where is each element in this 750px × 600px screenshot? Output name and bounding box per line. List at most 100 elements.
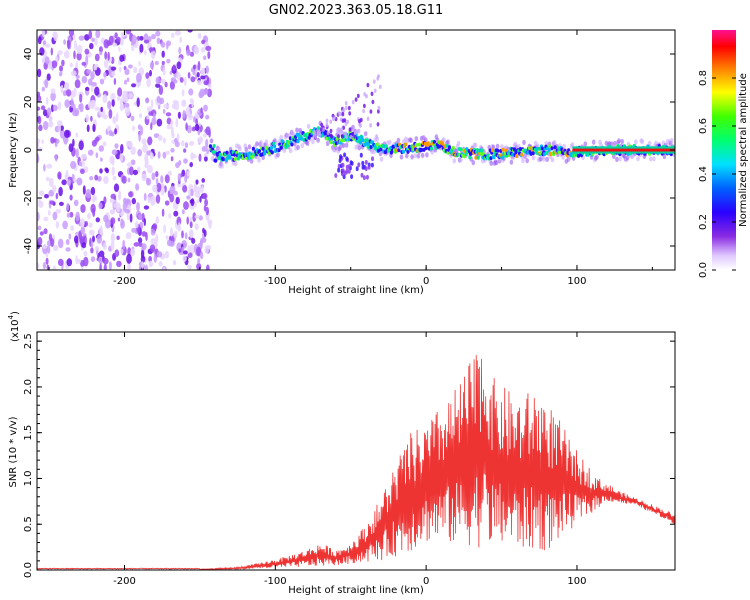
spectrogram-y-axis-label: Frequency (Hz) <box>8 112 19 188</box>
noise-blob <box>175 196 180 205</box>
signal-spray <box>366 82 370 88</box>
noise-blob <box>166 117 172 125</box>
noise-blob <box>156 37 161 45</box>
noise-blob <box>193 45 200 55</box>
noise-blob <box>98 250 105 258</box>
noise-blob <box>195 179 199 185</box>
noise-blob <box>70 90 75 100</box>
noise-blob <box>150 122 153 131</box>
x-tick-label: -100 <box>264 276 287 287</box>
signal-spray <box>371 156 374 162</box>
noise-blob <box>130 248 136 257</box>
noise-blob <box>165 235 169 240</box>
noise-blob <box>194 123 200 132</box>
noise-blob <box>92 123 96 133</box>
signal-spray <box>359 152 363 158</box>
signal-spray <box>354 97 358 102</box>
noise-blob <box>208 84 212 90</box>
signal-halo <box>296 144 300 150</box>
y-tick-label: 0.5 <box>23 516 34 532</box>
signal-core <box>208 144 213 149</box>
y-tick-label: 40 <box>23 48 34 61</box>
noise-blob <box>83 256 89 267</box>
noise-blob <box>155 216 160 224</box>
noise-blob <box>167 170 172 176</box>
noise-blob <box>118 46 121 52</box>
noise-blob <box>132 125 136 132</box>
noise-blob <box>65 169 69 178</box>
noise-blob <box>177 173 182 182</box>
noise-blob <box>111 149 118 156</box>
signal-core <box>257 149 262 153</box>
noise-blob <box>47 209 51 216</box>
noise-blob <box>87 149 94 156</box>
noise-blob <box>190 204 195 210</box>
noise-blob <box>178 47 182 55</box>
noise-blob <box>203 205 207 212</box>
noise-blob <box>173 210 179 217</box>
signal-spray <box>355 166 359 172</box>
noise-blob <box>80 204 86 213</box>
noise-blob <box>201 67 206 77</box>
noise-blob <box>110 92 116 102</box>
snr-y-axis-label: SNR (10 * v/v) <box>8 416 19 487</box>
signal-spray <box>361 160 365 166</box>
signal-core <box>571 153 575 158</box>
noise-blob <box>107 100 112 110</box>
signal-spray <box>361 164 365 170</box>
noise-blob <box>126 140 130 147</box>
colorbar-tick-label: 0.4 <box>698 166 709 182</box>
noise-blob <box>80 218 85 228</box>
noise-blob <box>94 86 100 96</box>
noise-blob <box>197 258 201 265</box>
noise-blob <box>141 231 147 237</box>
noise-blob <box>124 209 131 214</box>
signal-halo <box>378 151 383 157</box>
noise-blob <box>143 218 146 226</box>
signal-halo <box>613 140 617 147</box>
noise-blob <box>41 86 45 92</box>
noise-blob <box>98 46 103 53</box>
noise-blob <box>52 265 57 270</box>
noise-blob <box>66 212 71 218</box>
noise-blob <box>116 36 121 43</box>
signal-halo <box>420 152 425 158</box>
signal-core <box>329 140 333 145</box>
noise-blob <box>90 203 96 214</box>
noise-blob <box>205 126 211 136</box>
noise-blob <box>166 124 172 130</box>
signal-core <box>290 142 294 147</box>
signal-halo <box>300 142 305 149</box>
noise-blob <box>103 59 109 69</box>
noise-blob <box>155 177 159 185</box>
noise-blob <box>158 104 161 110</box>
x-tick-label: -200 <box>113 576 136 587</box>
y-tick-label: -20 <box>23 190 34 206</box>
signal-halo <box>399 154 404 160</box>
noise-blob <box>146 178 152 186</box>
noise-blob <box>201 178 205 183</box>
noise-blob <box>184 142 189 149</box>
noise-blob <box>131 34 137 45</box>
signal-core <box>269 146 274 150</box>
noise-blob <box>37 236 43 246</box>
signal-halo <box>238 146 242 152</box>
noise-blob <box>128 191 133 198</box>
noise-blob <box>88 101 92 109</box>
noise-blob <box>155 76 161 85</box>
signal-halo <box>413 153 418 159</box>
noise-blob <box>52 211 58 221</box>
signal-halo <box>561 154 565 160</box>
noise-blob <box>144 49 147 56</box>
signal-halo <box>562 143 566 149</box>
noise-blob <box>105 168 109 174</box>
signal-halo <box>531 155 536 161</box>
noise-blob <box>114 249 120 257</box>
noise-blob <box>188 141 195 146</box>
noise-blob <box>85 55 89 66</box>
noise-blob <box>174 30 181 36</box>
noise-blob <box>43 164 46 172</box>
signal-halo <box>494 160 499 166</box>
noise-blob <box>102 257 109 265</box>
signal-halo <box>522 139 526 145</box>
